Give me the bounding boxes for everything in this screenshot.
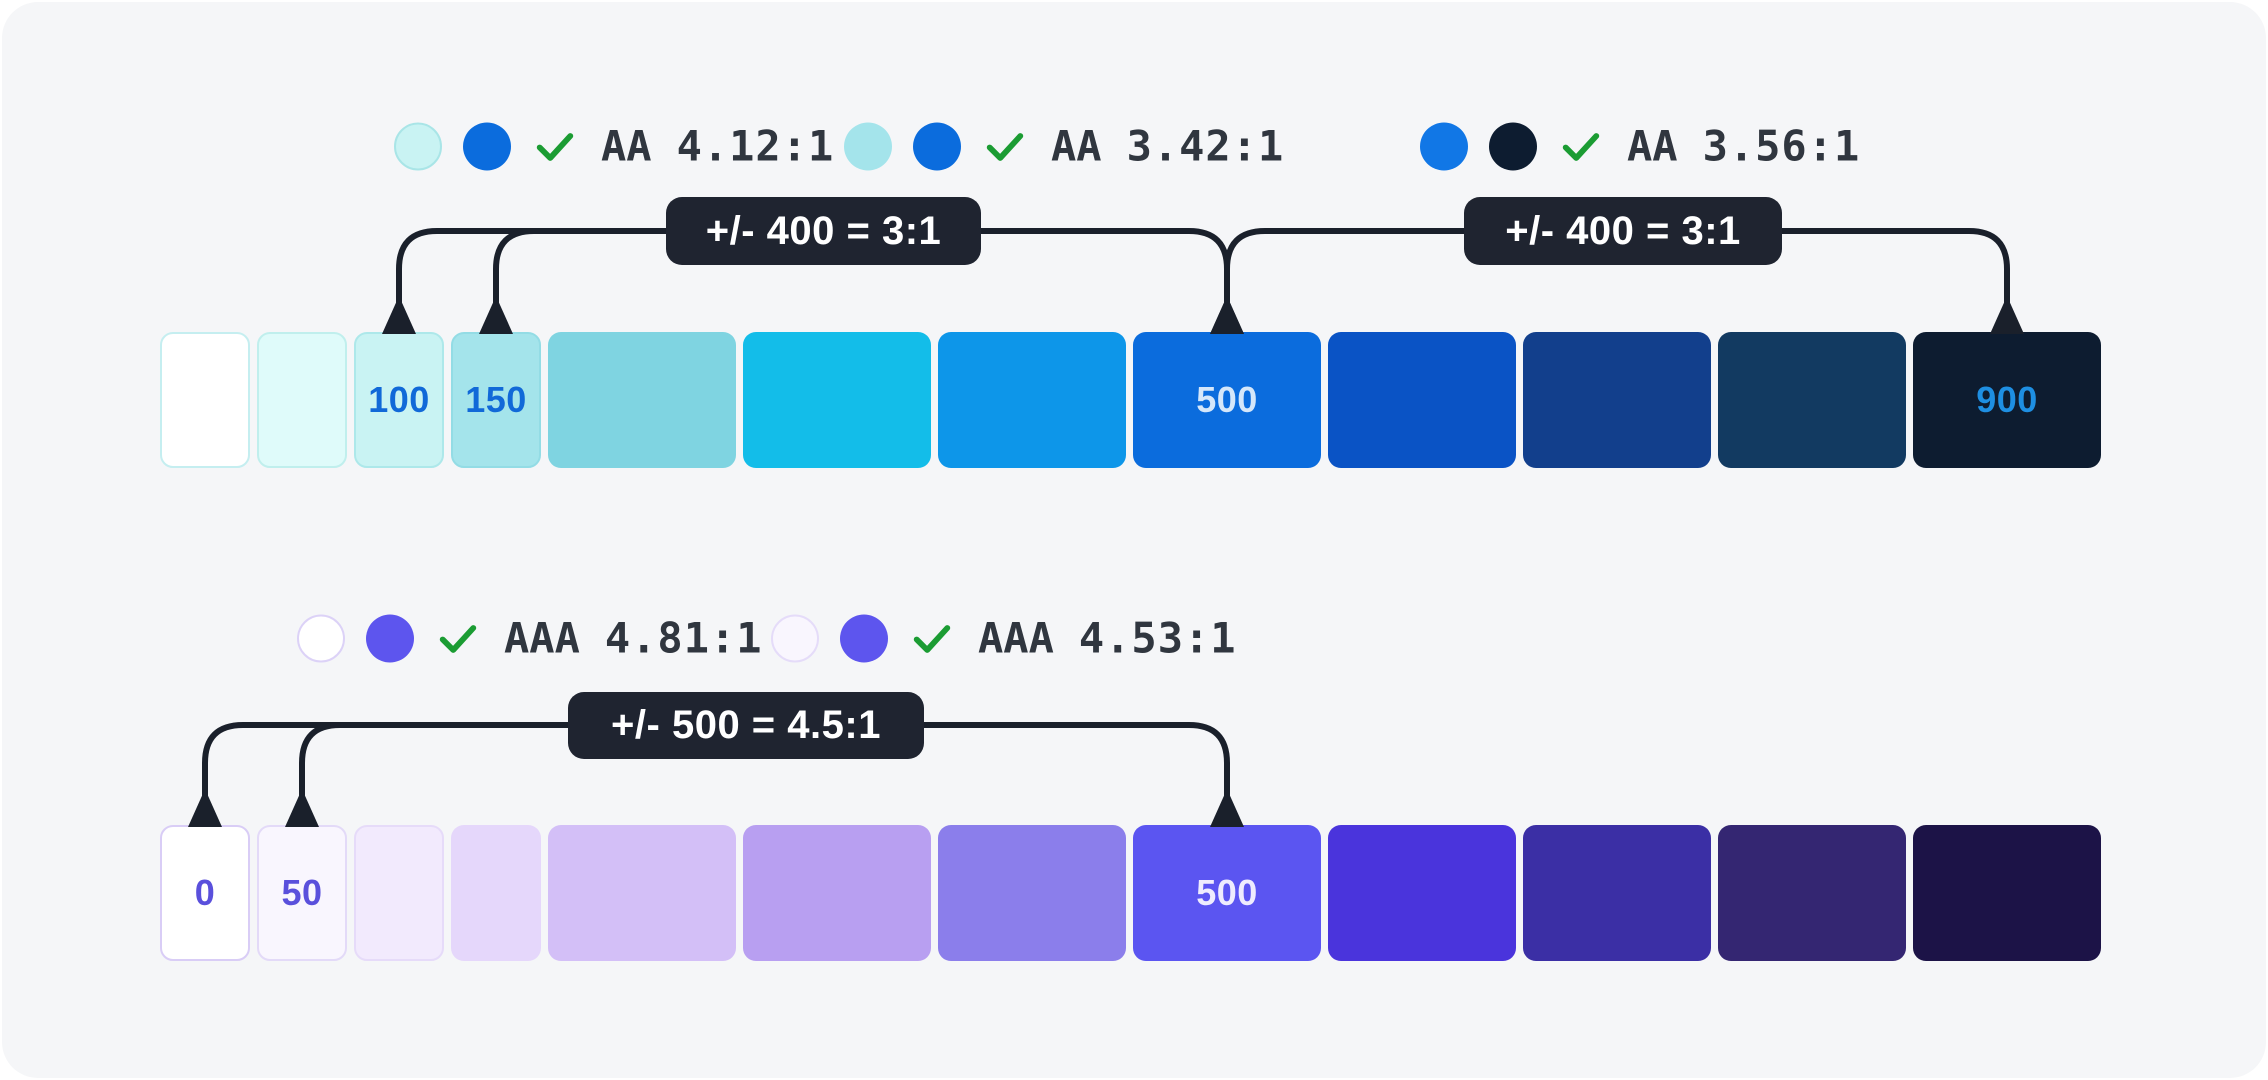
- connector-path: [1779, 228, 2010, 309]
- swatch-label: 900: [1976, 379, 2038, 420]
- color-swatch-purple-scale-6: [938, 825, 1126, 961]
- swatch-label: 0: [194, 872, 216, 913]
- wcag-level-label: AA: [1051, 121, 1102, 171]
- contrast-pair-annotation: AAA 4.53:1: [771, 614, 1237, 663]
- color-swatch-blue-scale-6: [938, 332, 1126, 468]
- contrast-pair-annotation: AA 3.56:1: [1420, 122, 1860, 171]
- color-swatch-blue-scale-2: 100: [354, 332, 444, 468]
- contrast-pair-annotation: AAA 4.81:1: [297, 614, 763, 663]
- check-icon: [439, 624, 477, 653]
- color-swatch-purple-scale-8: [1328, 825, 1516, 961]
- color-swatch-purple-scale-1: 50: [257, 825, 347, 961]
- arrow-triangle-icon: [382, 296, 416, 334]
- color-dot-dark: [840, 614, 888, 662]
- swatch-label: 100: [368, 379, 430, 420]
- color-dot-dark: [463, 122, 511, 170]
- connector-path: [921, 722, 1230, 802]
- color-dot-dark: [913, 122, 961, 170]
- color-swatch-purple-scale-4: [548, 825, 736, 961]
- color-swatch-blue-scale-0: [160, 332, 250, 468]
- connector-path: [978, 228, 1230, 309]
- badge-label: +/- 400 = 3:1: [705, 208, 942, 253]
- arrow-triangle-icon: [285, 789, 319, 827]
- color-swatch-purple-scale-7: 500: [1133, 825, 1321, 961]
- color-dot-dark: [1489, 122, 1537, 170]
- color-dot-light: [844, 122, 892, 170]
- color-dot-light: [394, 122, 442, 170]
- color-swatch-blue-scale-3: 150: [451, 332, 541, 468]
- check-icon: [986, 132, 1024, 161]
- contrast-ratio-value: 4.53:1: [1078, 613, 1237, 663]
- connector-path: [493, 228, 669, 309]
- color-swatch-blue-scale-10: [1718, 332, 1906, 468]
- contrast-rule-badge: +/- 400 = 3:1: [1464, 197, 1782, 265]
- check-icon: [913, 624, 951, 653]
- contrast-ratio-value: 4.12:1: [676, 121, 835, 171]
- contrast-ratio-value: 3.56:1: [1702, 121, 1861, 171]
- contrast-ratio-value: 4.81:1: [604, 613, 763, 663]
- color-dot-light: [297, 614, 345, 662]
- color-swatch-purple-scale-3: [451, 825, 541, 961]
- swatch-label: 50: [281, 872, 323, 913]
- badge-label: +/- 500 = 4.5:1: [611, 703, 881, 747]
- color-dot-light: [1420, 122, 1468, 170]
- connector-path: [1224, 228, 1467, 309]
- color-swatch-blue-scale-8: [1328, 332, 1516, 468]
- color-swatch-blue-scale-9: [1523, 332, 1711, 468]
- check-icon: [536, 132, 574, 161]
- wcag-level-label: AA: [601, 121, 652, 171]
- arrow-triangle-icon: [479, 296, 513, 334]
- color-swatch-blue-scale-5: [743, 332, 931, 468]
- connector-path: [299, 722, 571, 802]
- contrast-rule-badge: +/- 500 = 4.5:1: [568, 692, 924, 759]
- color-swatch-blue-scale-7: 500: [1133, 332, 1321, 468]
- contrast-rule-badge: +/- 400 = 3:1: [666, 197, 981, 265]
- color-swatch-blue-scale-11: 900: [1913, 332, 2101, 468]
- arrow-triangle-icon: [1210, 296, 1244, 334]
- color-swatch-purple-scale-0: 0: [160, 825, 250, 961]
- color-swatch-purple-scale-9: [1523, 825, 1711, 961]
- connector-path: [202, 722, 571, 802]
- arrow-triangle-icon: [188, 789, 222, 827]
- swatch-label: 500: [1196, 379, 1258, 420]
- color-swatch-purple-scale-10: [1718, 825, 1906, 961]
- color-dot-dark: [366, 614, 414, 662]
- swatch-label: 500: [1196, 872, 1258, 913]
- color-dot-light: [771, 614, 819, 662]
- wcag-level-label: AAA: [978, 613, 1054, 663]
- color-swatch-blue-scale-4: [548, 332, 736, 468]
- wcag-level-label: AA: [1627, 121, 1678, 171]
- wcag-level-label: AAA: [504, 613, 580, 663]
- color-swatch-blue-scale-1: [257, 332, 347, 468]
- color-swatch-purple-scale-11: [1913, 825, 2101, 961]
- check-icon: [1562, 132, 1600, 161]
- contrast-ratio-value: 3.42:1: [1126, 121, 1285, 171]
- contrast-pair-annotation: AA 3.42:1: [844, 122, 1284, 171]
- color-swatch-purple-scale-5: [743, 825, 931, 961]
- arrow-triangle-icon: [1210, 296, 1244, 334]
- arrow-triangle-icon: [1210, 789, 1244, 827]
- swatch-label: 150: [465, 379, 527, 420]
- contrast-pair-annotation: AA 4.12:1: [394, 122, 834, 171]
- connector-path: [396, 228, 669, 309]
- color-swatch-purple-scale-2: [354, 825, 444, 961]
- arrow-triangle-icon: [1990, 296, 2024, 334]
- badge-label: +/- 400 = 3:1: [1505, 208, 1741, 253]
